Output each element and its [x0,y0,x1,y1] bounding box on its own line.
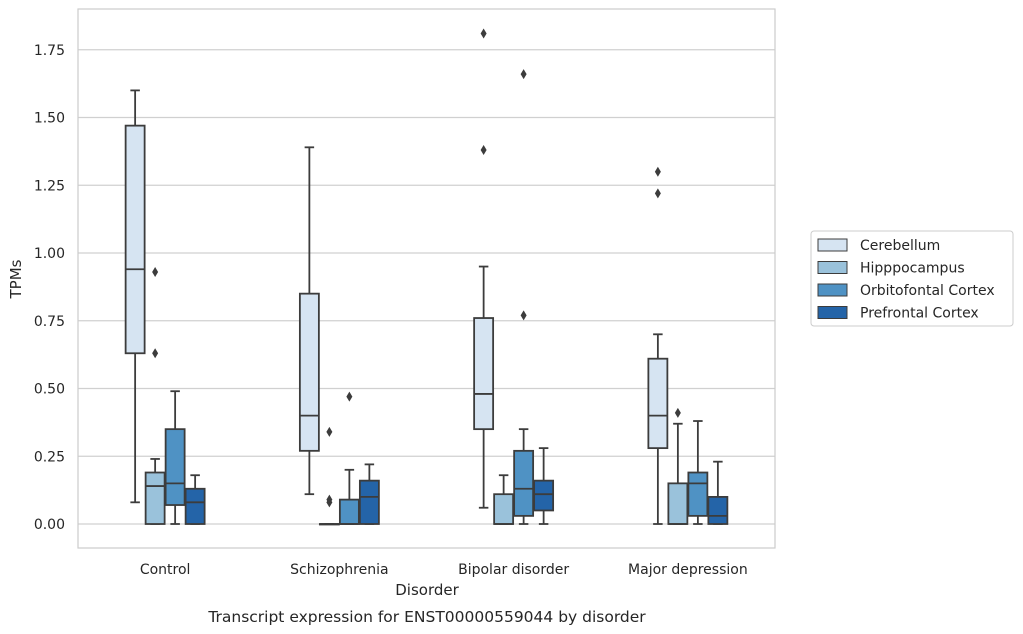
box-prefrontal-cortex [184,474,206,525]
iqr-box [298,292,320,452]
box-hipppocampus [144,266,166,525]
iqr-box [338,498,360,525]
legend-label: Hipppocampus [860,261,965,277]
y-tick-label: 1.25 [34,178,65,194]
outlier-point [346,391,353,402]
outlier-point [674,407,681,418]
y-tick-label: 0.00 [34,517,65,533]
outlier-point [152,266,159,277]
plot-area-frame [77,8,776,549]
outlier-point [152,348,159,359]
legend-swatch [817,261,848,274]
x-tick-label: Major depression [628,562,748,578]
box-prefrontal-cortex [533,447,555,525]
outlier-point [480,145,487,156]
outlier-point [654,166,661,177]
outlier-point [326,494,333,505]
box-hipppocampus [318,426,340,526]
box-cerebellum [298,146,320,496]
chart-caption: Transcript expression for ENST0000055904… [207,608,646,626]
iqr-box [647,357,669,450]
x-tick-label: Bipolar disorder [458,562,569,578]
box-cerebellum [124,89,146,504]
y-tick-label: 0.75 [34,314,65,330]
iqr-box [493,493,515,525]
outlier-point [520,310,527,321]
box-cerebellum [647,166,669,525]
legend-label: Orbitofontal Cortex [860,283,995,299]
box-hipppocampus [667,407,689,525]
grid-lines [78,49,775,525]
legend-label: Prefrontal Cortex [860,306,979,322]
legend-swatch [817,306,848,319]
y-tick-label: 1.00 [34,246,65,262]
outlier-point [480,28,487,39]
legend-swatch [817,283,848,297]
iqr-box [687,471,709,517]
y-tick-label: 1.50 [34,111,65,127]
iqr-box [184,487,206,525]
outlier-point [520,69,527,80]
iqr-box [707,495,729,525]
box-orbitofontal-cortex [164,390,186,525]
iqr-box [144,471,166,525]
y-axis-label: TPMs [7,259,25,299]
box-prefrontal-cortex [707,460,729,525]
legend-swatch [817,238,848,252]
legend-label: Cerebellum [860,238,940,254]
x-axis-label: Disorder [395,581,459,599]
box-prefrontal-cortex [358,463,380,525]
y-tick-labels: 0.00 0.25 0.50 0.75 1.00 1.25 1.50 1.75 [34,43,65,533]
iqr-box [124,124,146,355]
box-orbitofontal-cortex [338,391,360,525]
box-plot-series [124,28,729,526]
box-hipppocampus [493,474,515,525]
outlier-point [326,426,333,437]
legend-frame [810,230,1014,327]
x-tick-label: Schizophrenia [290,562,388,578]
legend: Cerebellum Hipppocampus Orbitofontal Corte… [810,230,1014,327]
x-tick-labels: Control Schizophrenia Bipolar disorder Majo… [140,562,748,578]
box-orbitofontal-cortex [513,69,535,525]
iqr-box [533,479,555,512]
y-tick-label: 0.25 [34,449,65,465]
iqr-box [667,482,689,525]
y-tick-label: 0.50 [34,382,65,398]
iqr-box [358,479,380,525]
y-tick-label: 1.75 [34,43,65,59]
box-cerebellum [473,28,495,509]
iqr-box [473,317,495,431]
box-orbitofontal-cortex [687,420,709,525]
iqr-box [513,449,535,517]
outlier-point [654,188,661,199]
iqr-box [164,428,186,506]
x-tick-label: Control [140,562,191,578]
